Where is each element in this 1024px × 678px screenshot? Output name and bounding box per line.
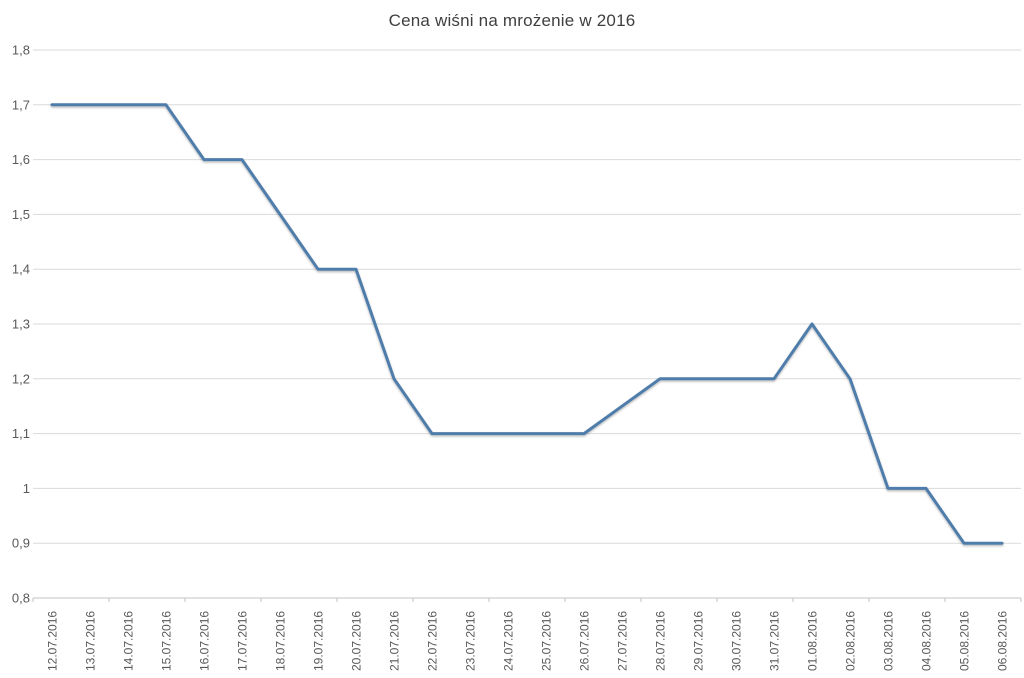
x-axis-tick-label: 20.07.2016 [350,611,364,671]
price-line [50,103,1004,545]
x-axis-tick-label: 04.08.2016 [920,611,934,671]
x-axis-tick-label: 22.07.2016 [426,611,440,671]
x-axis-tick-label: 14.07.2016 [122,611,136,671]
x-axis-tick-label: 13.07.2016 [84,611,98,671]
y-axis-tick-label: 0,8 [12,591,30,606]
x-axis-tick-marks [32,598,1022,602]
x-axis-tick-label: 15.07.2016 [160,611,174,671]
x-axis-tick-label: 05.08.2016 [958,611,972,671]
x-axis-labels: 12.07.2016 13.07.2016 14.07.2016 15.07.2016… [46,611,1010,671]
x-axis-tick-label: 16.07.2016 [198,611,212,671]
x-axis-tick-label: 06.08.2016 [996,611,1010,671]
y-axis-labels: 0,8 0,9 1 1,1 1,2 1,3 1,4 1,5 1,6 1,7 1,8 [12,43,30,606]
y-axis-tick-label: 1,5 [12,207,30,222]
gridlines [33,49,1021,599]
x-axis-tick-label: 23.07.2016 [464,611,478,671]
data-series [50,103,1004,545]
x-axis-tick-label: 30.07.2016 [730,611,744,671]
x-axis-tick-label: 12.07.2016 [46,611,60,671]
y-axis-tick-label: 1,2 [12,371,30,386]
y-axis-tick-label: 1,7 [12,97,30,112]
x-axis-tick-label: 03.08.2016 [882,611,896,671]
y-axis-tick-label: 1 [23,481,30,496]
x-axis-tick-label: 21.07.2016 [388,611,402,671]
y-axis-tick-label: 1,8 [12,43,30,58]
x-axis-tick-label: 28.07.2016 [654,611,668,671]
x-axis-tick-label: 29.07.2016 [692,611,706,671]
x-axis-tick-label: 17.07.2016 [236,611,250,671]
y-axis-tick-label: 1,4 [12,262,30,277]
x-axis-tick-label: 25.07.2016 [540,611,554,671]
y-axis-tick-label: 1,6 [12,152,30,167]
x-axis-tick-label: 19.07.2016 [312,611,326,671]
chart-title: Cena wiśni na mrożenie w 2016 [388,11,636,30]
x-axis-tick-label: 01.08.2016 [806,611,820,671]
x-axis-tick-label: 24.07.2016 [502,611,516,671]
x-axis-tick-label: 27.07.2016 [616,611,630,671]
y-axis-tick-label: 0,9 [12,536,30,551]
x-axis-tick-label: 31.07.2016 [768,611,782,671]
x-axis-tick-label: 02.08.2016 [844,611,858,671]
x-axis-tick-label: 26.07.2016 [578,611,592,671]
y-axis-tick-label: 1,3 [12,317,30,332]
x-axis-tick-label: 18.07.2016 [274,611,288,671]
y-axis-tick-label: 1,1 [12,426,30,441]
